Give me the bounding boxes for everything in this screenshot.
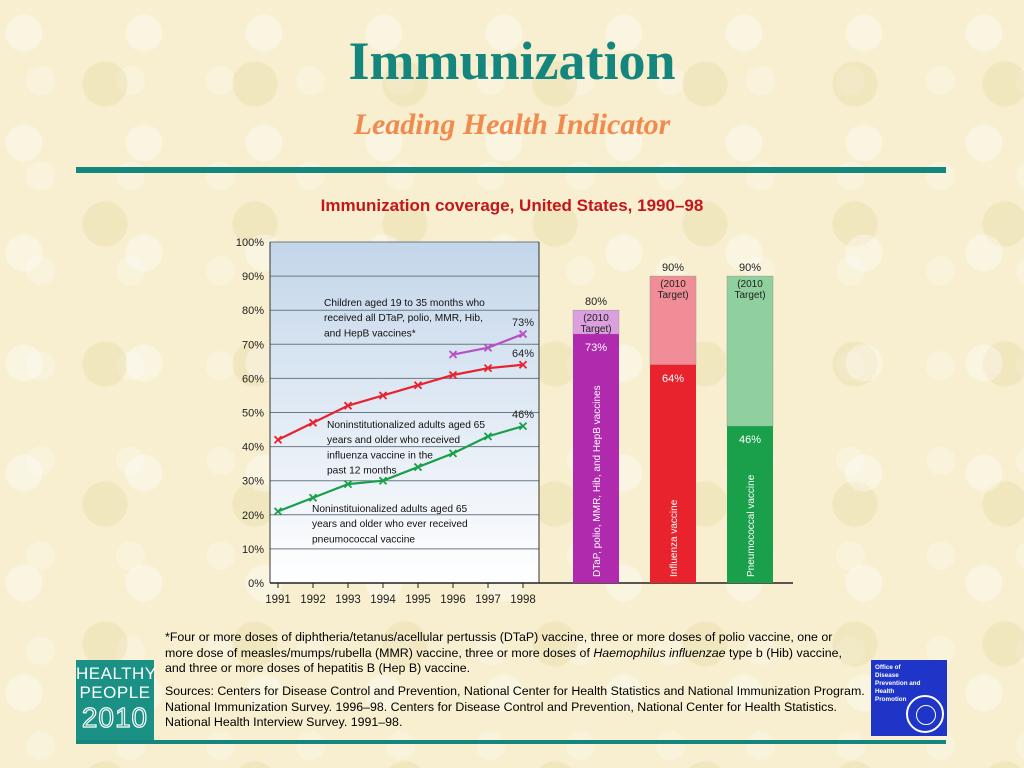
end-value-label: 46% (512, 409, 534, 421)
odphp-line-1: Office of (875, 664, 901, 671)
odphp-line-5: Promotion (875, 696, 907, 703)
end-value-label: 73% (512, 317, 534, 329)
bar-value-label: 46% (739, 434, 761, 446)
target-value-label: 90% (739, 262, 761, 274)
data-point (308, 418, 318, 427)
top-divider (76, 167, 946, 173)
x-tick-label: 1993 (335, 594, 361, 606)
footnote: *Four or more doses of diphtheria/tetanu… (165, 630, 855, 677)
y-tick-label: 50% (242, 408, 264, 420)
hhs-seal-icon (906, 695, 944, 733)
data-point (413, 381, 423, 390)
odphp-line-3: Prevention and (875, 680, 921, 687)
data-point (273, 435, 283, 444)
y-tick-label: 60% (242, 373, 264, 385)
y-tick-label: 90% (242, 271, 264, 283)
y-tick-label: 20% (242, 510, 264, 522)
sources: Sources: Centers for Disease Control and… (165, 684, 865, 730)
data-point (518, 422, 528, 431)
y-tick-label: 0% (248, 578, 264, 590)
end-value-label: 64% (512, 348, 534, 360)
data-point (483, 364, 493, 373)
data-point (483, 432, 493, 441)
x-tick-label: 1998 (510, 594, 536, 606)
target-bar (726, 275, 774, 427)
target-value-label: 90% (662, 262, 684, 274)
odphp-line-2: Disease (875, 672, 899, 679)
bar-category-label: Pneumococcal vaccine (746, 474, 757, 577)
chart-title: Immunization coverage, United States, 19… (320, 196, 704, 215)
x-tick-label: 1996 (440, 594, 466, 606)
slide-subtitle: Leading Health Indicator (353, 108, 671, 141)
y-tick-label: 40% (242, 442, 264, 454)
data-point (413, 462, 423, 472)
data-point (378, 391, 388, 400)
bar-category-label: Influenza vaccine (669, 499, 680, 577)
y-tick-label: 10% (242, 544, 264, 556)
x-tick-label: 1992 (300, 594, 326, 606)
data-point (518, 329, 528, 339)
series-line (277, 363, 524, 441)
y-tick-label: 70% (242, 339, 264, 351)
series-annotation: Noninstitutionalized adults aged 65 years… (327, 420, 485, 477)
bar-category-label: DTaP, polio, MMR, Hib, and HepB vaccines (592, 385, 603, 577)
footnote-italic: Haemophilus influenzae (593, 645, 726, 660)
x-tick-label: 1995 (405, 594, 431, 606)
value-bar (727, 426, 773, 583)
bar-value-label: 73% (585, 342, 607, 354)
value-bar (573, 334, 619, 583)
bottom-divider (76, 740, 946, 744)
x-tick-label: 1991 (265, 594, 291, 606)
footnote-text-2: type b (Hib) vaccine, and three or more … (165, 645, 842, 676)
data-point (518, 360, 528, 369)
x-tick-label: 1997 (475, 594, 501, 606)
data-point (448, 350, 458, 359)
data-point (483, 343, 493, 352)
healthy-people-2010-logo: HEALTHY PEOPLE 2010 (76, 660, 157, 740)
bar-value-label: 64% (662, 373, 684, 385)
logo-line-2: PEOPLE (79, 683, 151, 702)
target-value-label: 80% (585, 296, 607, 308)
target-caption: (2010 Target) (734, 279, 765, 301)
target-caption: (2010 Target) (580, 313, 611, 335)
series-line (277, 425, 524, 513)
logo-line-3: 2010 (81, 701, 149, 733)
footnote-text-1: *Four or more doses of diphtheria/tetanu… (165, 630, 833, 660)
y-tick-label: 30% (242, 476, 264, 488)
x-tick-label: 1994 (370, 594, 396, 606)
data-point (343, 401, 353, 410)
data-point (448, 449, 458, 458)
logo-line-1: HEALTHY (76, 664, 157, 683)
series-annotation: Children aged 19 to 35 months who receive… (324, 298, 485, 339)
value-bar (650, 364, 696, 583)
y-tick-label: 80% (242, 305, 264, 317)
slide-title: Immunization (348, 31, 676, 91)
data-point (308, 493, 318, 502)
y-tick-label: 100% (236, 237, 264, 249)
data-point (378, 476, 388, 485)
series-annotation: Noninstituionalized adults aged 65 years … (312, 504, 468, 545)
data-point (448, 370, 458, 380)
target-bar (649, 275, 697, 366)
data-point (273, 507, 283, 516)
data-point (343, 479, 353, 489)
odphp-logo: Office of Disease Prevention and Health … (871, 660, 947, 736)
target-caption: (2010 Target) (657, 279, 688, 301)
odphp-line-4: Health (875, 688, 895, 695)
